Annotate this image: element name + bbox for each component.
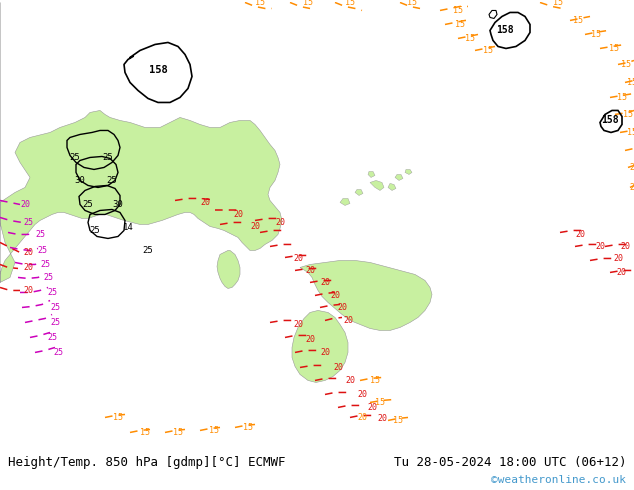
Text: 20: 20 bbox=[23, 248, 33, 257]
Text: 20: 20 bbox=[345, 376, 355, 385]
Text: 15: 15 bbox=[255, 0, 265, 7]
Text: 15: 15 bbox=[627, 128, 634, 137]
Polygon shape bbox=[292, 311, 348, 383]
Text: 20: 20 bbox=[320, 278, 330, 287]
Text: 15: 15 bbox=[623, 110, 633, 119]
Text: 15: 15 bbox=[455, 20, 465, 29]
Text: 15: 15 bbox=[621, 60, 631, 69]
Text: 14: 14 bbox=[122, 223, 133, 232]
Text: Height/Temp. 850 hPa [gdmp][°C] ECMWF: Height/Temp. 850 hPa [gdmp][°C] ECMWF bbox=[8, 456, 285, 468]
Text: 15: 15 bbox=[617, 93, 627, 102]
Text: 25: 25 bbox=[47, 333, 57, 342]
Polygon shape bbox=[217, 250, 240, 289]
Text: 15: 15 bbox=[609, 44, 619, 53]
Text: 30: 30 bbox=[75, 176, 86, 185]
Text: 20: 20 bbox=[23, 286, 33, 295]
Text: 25: 25 bbox=[70, 153, 81, 162]
Text: 158: 158 bbox=[496, 25, 514, 35]
Text: 20: 20 bbox=[20, 200, 30, 209]
Text: 25: 25 bbox=[89, 226, 100, 235]
Text: 20: 20 bbox=[320, 348, 330, 357]
Text: 30: 30 bbox=[113, 200, 124, 209]
Polygon shape bbox=[0, 2, 282, 282]
Text: 20: 20 bbox=[575, 230, 585, 239]
Text: 15: 15 bbox=[393, 416, 403, 425]
Text: 20: 20 bbox=[200, 198, 210, 207]
Text: 15: 15 bbox=[345, 0, 355, 7]
Text: 15: 15 bbox=[591, 30, 601, 39]
Text: 20: 20 bbox=[616, 268, 626, 277]
Text: 25: 25 bbox=[43, 273, 53, 282]
Polygon shape bbox=[300, 261, 432, 330]
Text: 15: 15 bbox=[375, 398, 385, 407]
Text: 15: 15 bbox=[113, 413, 123, 422]
Polygon shape bbox=[370, 180, 384, 191]
Polygon shape bbox=[368, 172, 375, 177]
Text: 20: 20 bbox=[293, 320, 303, 329]
Text: 25: 25 bbox=[37, 246, 47, 255]
Text: 20: 20 bbox=[305, 266, 315, 275]
Text: 15: 15 bbox=[173, 428, 183, 437]
Text: 20: 20 bbox=[595, 242, 605, 251]
Polygon shape bbox=[355, 190, 363, 196]
Text: 15: 15 bbox=[407, 0, 417, 7]
Text: 25: 25 bbox=[50, 318, 60, 327]
Text: 25: 25 bbox=[47, 288, 57, 297]
Text: 15: 15 bbox=[140, 428, 150, 437]
Text: 15: 15 bbox=[370, 376, 380, 385]
Text: 15: 15 bbox=[243, 423, 253, 432]
Text: Tu 28-05-2024 18:00 UTC (06+12): Tu 28-05-2024 18:00 UTC (06+12) bbox=[394, 456, 626, 468]
Text: 25: 25 bbox=[40, 260, 50, 269]
Text: 15: 15 bbox=[553, 0, 563, 7]
Text: 158: 158 bbox=[148, 66, 167, 75]
Text: 15: 15 bbox=[573, 16, 583, 25]
Text: 20: 20 bbox=[613, 254, 623, 263]
Text: 20: 20 bbox=[23, 263, 33, 272]
Text: 158: 158 bbox=[601, 116, 619, 125]
Polygon shape bbox=[405, 170, 412, 174]
Text: 20: 20 bbox=[233, 210, 243, 219]
Text: 25: 25 bbox=[107, 176, 117, 185]
Text: 25: 25 bbox=[35, 230, 45, 239]
Text: 25: 25 bbox=[53, 348, 63, 357]
Text: 25: 25 bbox=[82, 200, 93, 209]
Text: 20: 20 bbox=[357, 413, 367, 422]
Polygon shape bbox=[388, 183, 396, 191]
Text: 15: 15 bbox=[465, 34, 475, 43]
Text: 15: 15 bbox=[483, 46, 493, 55]
Text: 15: 15 bbox=[453, 6, 463, 15]
Text: 20: 20 bbox=[330, 291, 340, 300]
Polygon shape bbox=[340, 198, 350, 205]
Text: 20: 20 bbox=[629, 163, 634, 172]
Text: 20: 20 bbox=[620, 242, 630, 251]
Text: 15: 15 bbox=[627, 78, 634, 87]
Text: 25: 25 bbox=[103, 153, 113, 162]
Text: 20: 20 bbox=[275, 218, 285, 227]
Text: 20: 20 bbox=[629, 183, 634, 192]
Text: 20: 20 bbox=[357, 390, 367, 399]
Text: 15: 15 bbox=[209, 426, 219, 435]
Text: 20: 20 bbox=[337, 303, 347, 312]
Text: 25: 25 bbox=[143, 246, 153, 255]
Text: 15: 15 bbox=[303, 0, 313, 7]
Text: 20: 20 bbox=[250, 222, 260, 231]
Text: 20: 20 bbox=[367, 403, 377, 412]
Text: 20: 20 bbox=[293, 254, 303, 263]
Text: 20: 20 bbox=[305, 335, 315, 344]
Text: ©weatheronline.co.uk: ©weatheronline.co.uk bbox=[491, 475, 626, 485]
Text: 25: 25 bbox=[50, 303, 60, 312]
Text: 25: 25 bbox=[23, 218, 33, 227]
Text: 20: 20 bbox=[333, 363, 343, 372]
Text: 20: 20 bbox=[377, 414, 387, 423]
Polygon shape bbox=[395, 174, 403, 180]
Text: 20: 20 bbox=[343, 316, 353, 325]
